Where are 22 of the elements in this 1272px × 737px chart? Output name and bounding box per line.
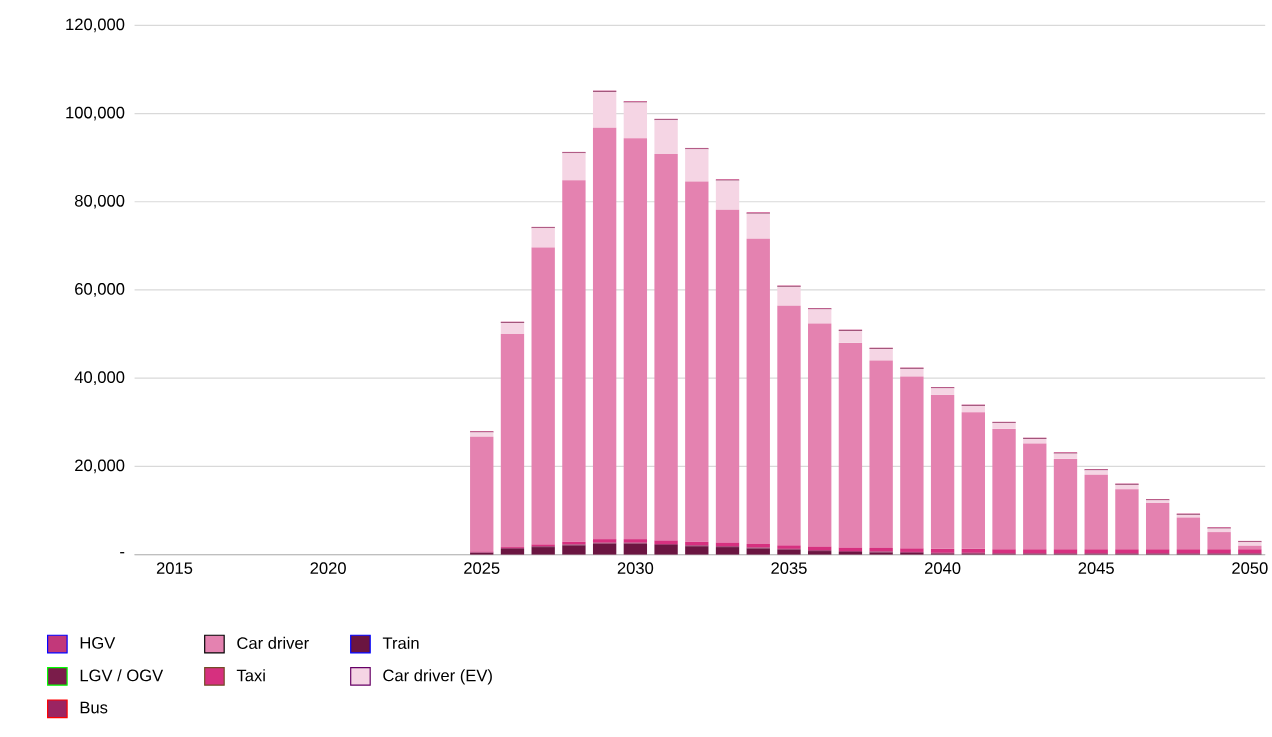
x-tick-label: 2025 <box>464 562 500 575</box>
legend-label: Car driver (EV) <box>383 669 492 685</box>
x-tick-label: 2030 <box>617 562 654 575</box>
x-tick-label: 2040 <box>925 562 961 575</box>
x-tick-label: 2045 <box>1078 562 1114 575</box>
y-tick-label: 120,000 <box>66 18 125 33</box>
y-tick-label: 40,000 <box>74 371 125 386</box>
legend-label: Train <box>382 636 419 650</box>
legend-label: HGV <box>80 637 116 649</box>
y-tick-label: 60,000 <box>75 283 125 297</box>
legend-label: Bus <box>80 701 108 714</box>
y-tick-label: 100,000 <box>66 106 125 121</box>
y-tick-label: - <box>120 552 125 554</box>
x-tick-label: 2020 <box>310 562 346 575</box>
y-tick-label: 80,000 <box>74 194 125 209</box>
legend-label: Taxi <box>236 669 265 682</box>
x-tick-label: 2035 <box>771 562 807 575</box>
y-tick-label: 20,000 <box>75 459 125 474</box>
legend-label: LGV / OGV <box>80 669 164 682</box>
legend-label: Car driver <box>237 636 309 650</box>
x-tick-label: 2050 <box>1232 562 1268 575</box>
x-tick-label: 2015 <box>156 562 193 575</box>
